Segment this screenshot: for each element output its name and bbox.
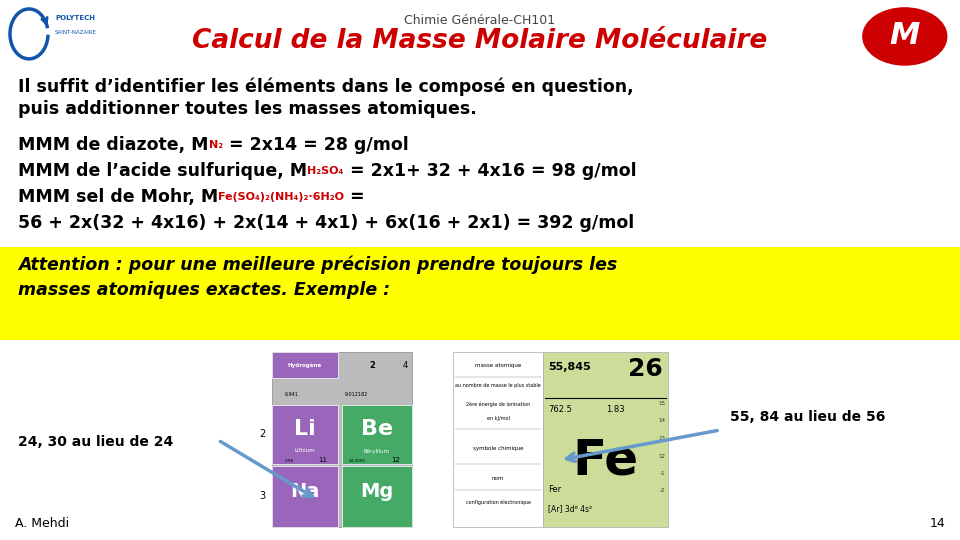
Text: 14: 14 [929, 517, 945, 530]
Text: 13: 13 [658, 436, 665, 441]
Text: [Ar] 3d⁶ 4s²: [Ar] 3d⁶ 4s² [548, 504, 592, 513]
Text: masse atomique: masse atomique [475, 363, 521, 368]
Text: 12: 12 [658, 454, 665, 458]
Text: 15: 15 [658, 401, 665, 406]
Text: Be: Be [361, 420, 393, 440]
Text: Fe: Fe [572, 436, 638, 484]
Text: H₂SO₄: H₂SO₄ [307, 166, 344, 176]
Bar [272, 404, 338, 464]
Text: =: = [345, 188, 365, 206]
Text: Attention : pour une meilleure précision prendre toujours les: Attention : pour une meilleure précision… [18, 255, 617, 273]
Text: = 2x14 = 28 g/mol: = 2x14 = 28 g/mol [223, 136, 408, 154]
Text: 2: 2 [370, 361, 375, 369]
Text: 24, 30 au lieu de 24: 24, 30 au lieu de 24 [18, 435, 173, 449]
Text: 12: 12 [391, 457, 399, 463]
Bar [272, 352, 412, 527]
Text: Béryllium: Béryllium [364, 448, 390, 454]
Text: -1: -1 [660, 471, 665, 476]
Text: N₂: N₂ [208, 140, 223, 150]
Text: 4: 4 [402, 361, 408, 369]
Text: A. Mehdi: A. Mehdi [15, 517, 69, 530]
Text: Il suffit d’identifier les éléments dans le composé en question,: Il suffit d’identifier les éléments dans… [18, 78, 634, 97]
Text: Na: Na [290, 482, 320, 501]
Text: POLYTECH: POLYTECH [55, 16, 95, 22]
Text: Hydrogène: Hydrogène [288, 362, 322, 368]
Text: Lithium: Lithium [295, 448, 315, 454]
Text: -2: -2 [660, 489, 665, 494]
Text: Calcul de la Masse Molaire Moléculaire: Calcul de la Masse Molaire Moléculaire [192, 28, 768, 54]
Bar [0, 247, 960, 340]
Text: masses atomiques exactes. Exemple :: masses atomiques exactes. Exemple : [18, 281, 390, 299]
Text: 9.012182: 9.012182 [345, 392, 368, 396]
Text: puis additionner toutes les masses atomiques.: puis additionner toutes les masses atomi… [18, 100, 477, 118]
Text: Fer: Fer [548, 485, 562, 494]
Text: 26: 26 [628, 357, 663, 381]
Text: MMM de diazote, M: MMM de diazote, M [18, 136, 208, 154]
Text: 24.3050: 24.3050 [348, 458, 366, 462]
Text: 1.83: 1.83 [606, 404, 624, 414]
Text: Mg: Mg [360, 482, 394, 501]
Text: 14: 14 [658, 418, 665, 423]
Text: symbole chimique: symbole chimique [473, 446, 523, 451]
Text: 56 + 2x(32 + 4x16) + 2x(14 + 4x1) + 6x(16 + 2x1) = 392 g/mol: 56 + 2x(32 + 4x16) + 2x(14 + 4x1) + 6x(1… [18, 214, 635, 232]
Text: en kJ/mol: en kJ/mol [487, 416, 510, 421]
Text: 3: 3 [259, 491, 265, 501]
Text: MMM de l’acide sulfurique, M: MMM de l’acide sulfurique, M [18, 162, 307, 180]
Text: 55,845: 55,845 [548, 362, 591, 372]
Text: 2: 2 [259, 429, 265, 439]
Text: = 2x1+ 32 + 4x16 = 98 g/mol: = 2x1+ 32 + 4x16 = 98 g/mol [344, 162, 636, 180]
Text: 11: 11 [318, 457, 327, 463]
Bar [543, 352, 668, 527]
Text: Fe(SO₄)₂(NH₄)₂·6H₂O: Fe(SO₄)₂(NH₄)₂·6H₂O [218, 192, 345, 202]
Text: 0.98: 0.98 [285, 458, 295, 462]
Text: 55, 84 au lieu de 56: 55, 84 au lieu de 56 [730, 410, 885, 424]
Circle shape [863, 8, 947, 65]
Text: MMM sel de Mohr, M: MMM sel de Mohr, M [18, 188, 218, 206]
Bar [342, 404, 412, 464]
Text: configuration électronique: configuration électronique [466, 500, 531, 505]
Text: 2ère énergie de ionisation: 2ère énergie de ionisation [466, 402, 530, 407]
Bar [342, 465, 412, 527]
Text: au nombre de masse le plus stable: au nombre de masse le plus stable [455, 383, 541, 388]
Text: SAINT-NAZAIRE: SAINT-NAZAIRE [55, 30, 97, 35]
Text: Chimie Générale-CH101: Chimie Générale-CH101 [404, 14, 556, 27]
Text: 6,941: 6,941 [285, 392, 299, 396]
Bar [453, 352, 543, 527]
Text: 762.5: 762.5 [548, 404, 572, 414]
Bar [272, 352, 338, 378]
Text: nom: nom [492, 476, 504, 481]
Bar [272, 465, 338, 527]
Text: Li: Li [294, 420, 316, 440]
Text: M: M [890, 21, 920, 50]
